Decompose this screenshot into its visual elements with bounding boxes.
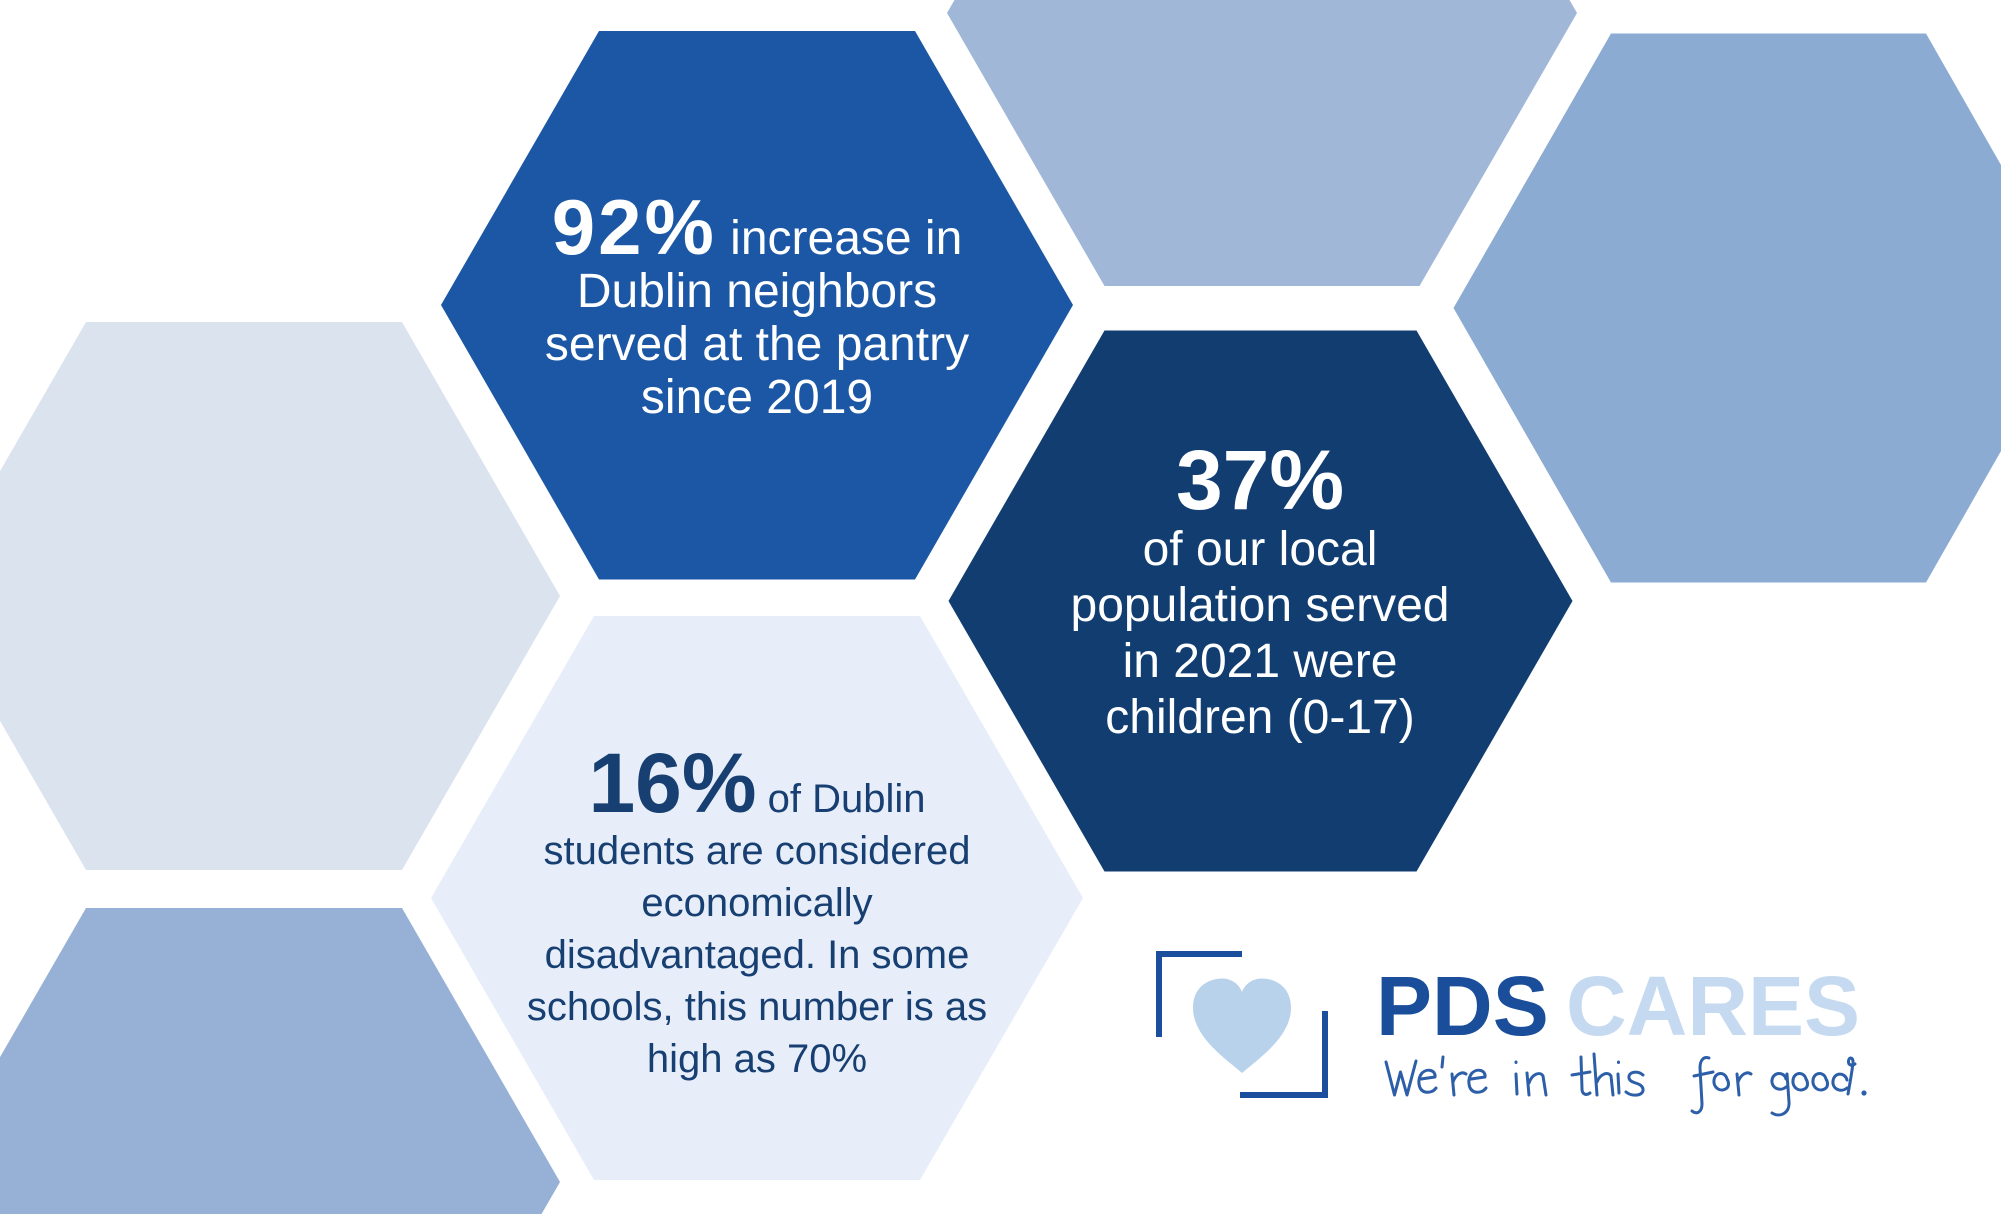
svg-text:of our local: of our local	[1143, 523, 1378, 576]
svg-text:schools, this number is as: schools, this number is as	[527, 985, 987, 1029]
svg-text:92% increase in: 92% increase in	[552, 183, 963, 271]
svg-text:high as 70%: high as 70%	[647, 1037, 867, 1081]
svg-text:since 2019: since 2019	[641, 371, 873, 424]
svg-text:population served: population served	[1071, 579, 1450, 632]
svg-text:16% of Dublin: 16% of Dublin	[588, 736, 925, 830]
svg-text:Dublin neighbors: Dublin neighbors	[577, 265, 937, 318]
svg-text:economically: economically	[641, 881, 872, 925]
svg-text:children (0-17): children (0-17)	[1105, 691, 1414, 744]
svg-text:PDS: PDS	[1376, 959, 1549, 1053]
svg-text:served at the pantry: served at the pantry	[545, 318, 969, 371]
svg-text:CARES: CARES	[1566, 959, 1860, 1053]
svg-text:in 2021 were: in 2021 were	[1123, 635, 1398, 688]
svg-text:37%: 37%	[1176, 433, 1344, 527]
svg-text:disadvantaged. In some: disadvantaged. In some	[545, 933, 970, 977]
svg-text:students are considered: students are considered	[544, 829, 971, 873]
